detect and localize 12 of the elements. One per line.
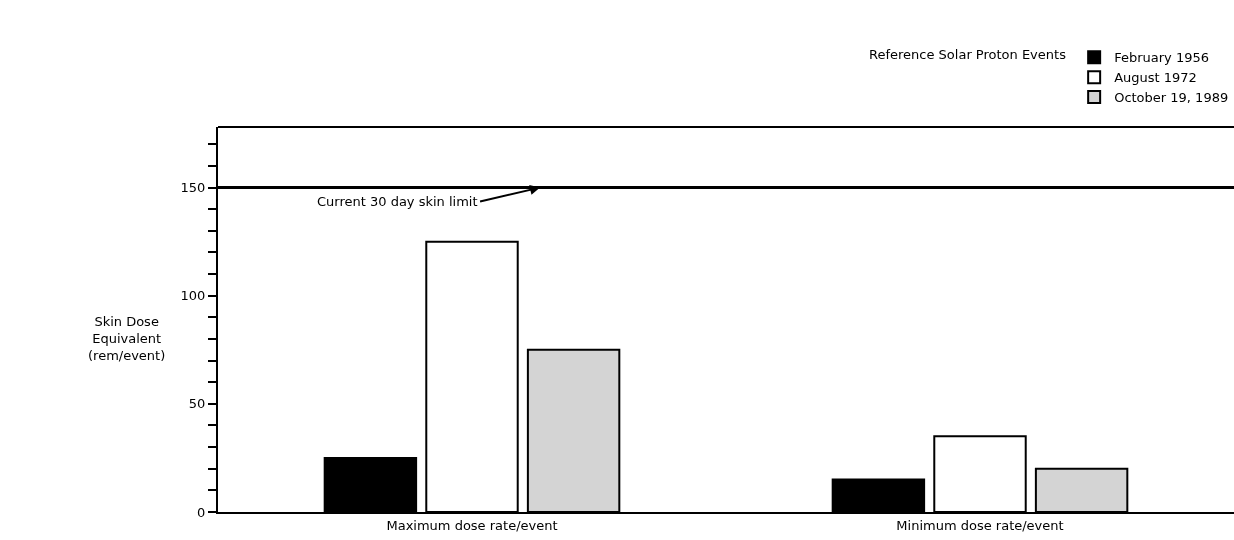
y-tick-label: 0	[197, 504, 206, 520]
legend-label: February 1956	[1114, 50, 1209, 66]
y-tick-label: 50	[188, 396, 206, 412]
legend-label: October 19, 1989	[1114, 90, 1229, 106]
x-tick-label: Minimum dose rate/event	[896, 517, 1064, 533]
legend-label: August 1972	[1114, 70, 1197, 86]
y-tick-label: 150	[180, 180, 206, 196]
y-axis-title: Skin Dose Equivalent (rem/event)	[88, 314, 166, 363]
ref-line-label: Current 30 day skin limit	[317, 194, 478, 209]
x-tick-label: Maximum dose rate/event	[386, 517, 558, 533]
legend-title: Reference Solar Proton Events	[869, 47, 1067, 63]
y-tick-label: 100	[180, 288, 206, 304]
